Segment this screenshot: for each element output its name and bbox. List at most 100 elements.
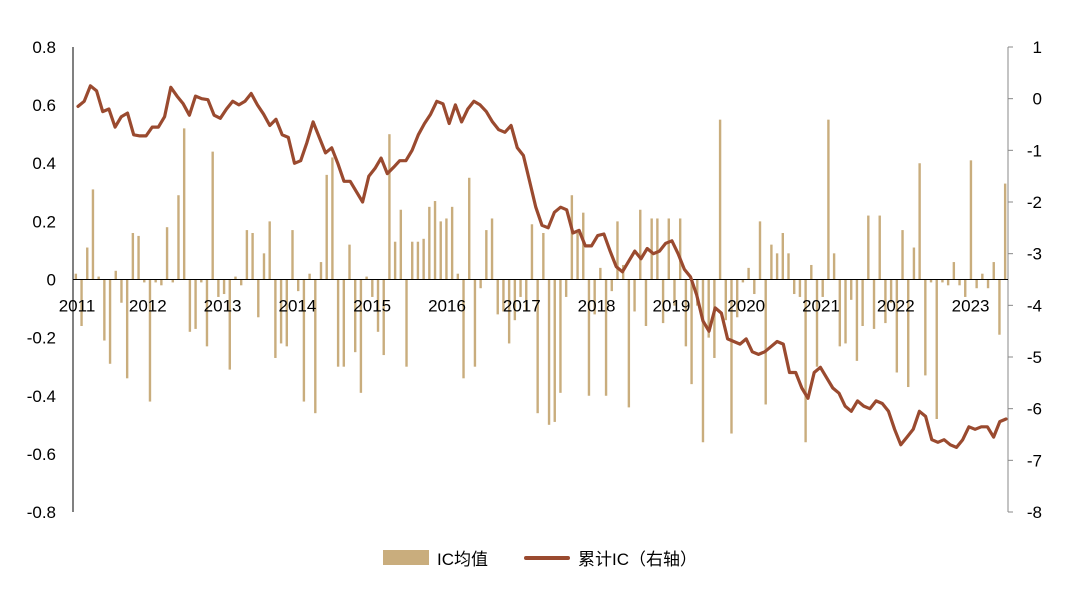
bar-4: [97, 276, 100, 280]
bar-33: [262, 253, 266, 280]
bar-159: [981, 273, 984, 280]
bar-64: [439, 221, 442, 280]
legend: IC均值 累计IC（右轴）: [0, 545, 1080, 570]
bar-133: [832, 253, 836, 280]
y-left-tick-label-3: 0.2: [32, 212, 56, 231]
bar-36: [279, 279, 283, 344]
bar-9: [125, 279, 129, 379]
bar-21: [194, 279, 197, 329]
x-tick-label-2011: 2011: [59, 297, 96, 316]
bar-98: [633, 279, 636, 312]
bar-58: [405, 279, 408, 367]
bar-111: [707, 279, 710, 338]
bar-91: [593, 279, 596, 315]
bar-30: [245, 230, 249, 280]
bar-89: [582, 212, 585, 280]
bar-49: [354, 279, 357, 353]
bar-5: [103, 279, 106, 341]
bar-125: [787, 253, 790, 280]
bar-121: [764, 279, 767, 405]
bar-61: [422, 238, 425, 280]
bar-90: [587, 279, 591, 396]
bar-59: [411, 241, 414, 280]
bar-60: [416, 241, 420, 280]
bar-103: [661, 279, 665, 324]
bar-161: [992, 262, 995, 280]
y-right-tick-label-6: -5: [1027, 348, 1042, 367]
bar-73: [490, 218, 494, 280]
legend-item-cumulative-ic: 累计IC（右轴）: [524, 545, 697, 570]
x-tick-label-2022: 2022: [877, 297, 915, 316]
bar-95: [616, 221, 619, 280]
bar-14: [154, 279, 157, 283]
bar-84: [553, 279, 556, 422]
bar-13: [148, 279, 152, 402]
y-left-tick-label-7: -0.6: [27, 445, 56, 464]
bar-62: [428, 206, 431, 280]
bar-65: [445, 218, 448, 280]
x-tick-label-2012: 2012: [129, 297, 167, 316]
bar-31: [251, 233, 254, 280]
bar-100: [644, 279, 648, 326]
bar-130: [815, 279, 819, 367]
bar-155: [958, 279, 961, 286]
bar-37: [285, 279, 288, 347]
bar-106: [678, 218, 682, 280]
bar-53: [376, 279, 380, 332]
bar-147: [912, 247, 916, 280]
y-right-tick-label-4: -3: [1027, 245, 1042, 264]
bar-156: [964, 279, 967, 297]
bar-116: [735, 279, 739, 318]
bar-113: [718, 119, 722, 280]
bar-141: [878, 215, 881, 280]
bar-94: [610, 279, 613, 292]
bar-1: [80, 279, 83, 326]
x-tick-label-2016: 2016: [428, 297, 466, 316]
x-tick-label-2018: 2018: [578, 297, 616, 316]
bar-150: [929, 279, 933, 283]
bar-124: [781, 233, 784, 280]
bar-47: [342, 279, 346, 367]
bar-92: [599, 267, 602, 280]
bar-86: [564, 279, 568, 297]
bar-76: [507, 279, 511, 344]
bar-48: [348, 244, 351, 280]
bar-123: [775, 253, 779, 280]
bar-132: [827, 119, 830, 280]
bar-75: [502, 279, 505, 312]
bar-107: [684, 279, 688, 347]
x-tick-labels: 2011 2012 2013 2014 2015 2016 2017 2018 2019 2020…: [59, 297, 990, 316]
bar-70: [473, 279, 477, 367]
bar-157: [969, 160, 973, 280]
bar-136: [850, 279, 853, 300]
y-right-tick-label-3: -2: [1027, 193, 1042, 212]
bar-67: [456, 273, 460, 280]
y-left-tick-label-5: -0.2: [27, 329, 56, 348]
y-left-tick-labels: 0.8 0.6 0.4 0.2 0 -0.2 -0.4 -0.6 -0.8: [27, 38, 56, 522]
x-tick-label-2019: 2019: [652, 297, 690, 316]
y-right-tick-label-5: -4: [1027, 296, 1042, 315]
bar-74: [496, 279, 499, 315]
bar-110: [701, 279, 705, 443]
y-left-tick-label-4: 0: [47, 271, 56, 290]
cumulative-ic-line: [76, 84, 1008, 449]
bar-131: [821, 279, 824, 297]
bar-97: [627, 279, 631, 408]
bar-138: [861, 279, 864, 326]
bar-83: [547, 279, 551, 425]
bar-41: [308, 273, 311, 280]
bar-93: [604, 279, 608, 396]
bar-79: [525, 279, 528, 312]
bar-146: [907, 279, 910, 388]
bar-16: [165, 227, 169, 280]
bar-19: [182, 128, 186, 280]
bar-127: [798, 279, 802, 297]
bar-105: [673, 279, 676, 306]
bar-80: [530, 224, 534, 280]
bar-55: [388, 134, 391, 280]
y-right-tick-label-9: -8: [1027, 503, 1042, 522]
bar-18: [177, 195, 180, 280]
x-tick-label-2017: 2017: [503, 297, 541, 316]
bar-126: [793, 279, 796, 295]
x-tick-label-2021: 2021: [802, 297, 840, 316]
